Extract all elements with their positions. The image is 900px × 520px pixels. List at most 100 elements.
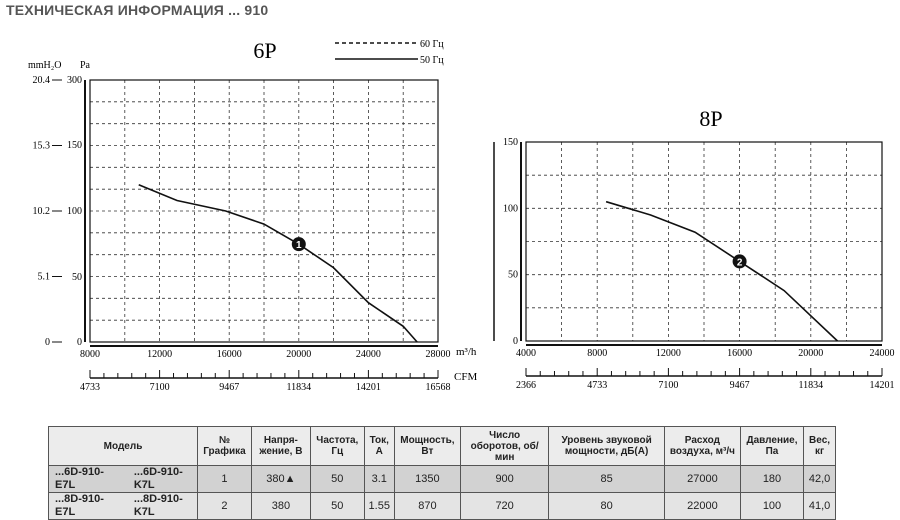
x-tick-label: 16000 — [217, 349, 242, 360]
chart-title: 6P — [253, 38, 276, 63]
y-axis-title-mmh2o: mmH₂O — [28, 60, 62, 71]
x-tick-label: 12000 — [656, 348, 681, 359]
cfm-tick-label: 11834 — [286, 382, 311, 393]
table-header-cell: Частота, Гц — [309, 426, 365, 466]
curve-marker — [732, 254, 747, 269]
x-tick-label: 20000 — [286, 349, 311, 360]
curve-marker-label: 2 — [737, 257, 743, 268]
table-cell: 50 — [309, 465, 365, 493]
table-header-cell: Давление, Па — [739, 426, 805, 466]
x-axis-title-cfm: CFM — [454, 371, 477, 383]
table-cell: 41,0 — [803, 492, 836, 520]
y-tick-label: 300 — [67, 75, 82, 86]
table-header-cell: Ток, А — [363, 426, 395, 466]
y-tick-label-mmh2o: 0 — [45, 337, 50, 348]
chart-legend: 60 Гц 50 Гц — [335, 39, 444, 66]
table-cell: 22000 — [663, 492, 741, 520]
x-tick-label: 4000 — [516, 348, 536, 359]
table-cell: 1 — [197, 465, 252, 493]
cfm-tick-label: 2366 — [516, 380, 536, 391]
x-tick-label: 8000 — [80, 349, 100, 360]
table-cell: 2 — [197, 492, 252, 520]
table-cell: 80 — [548, 492, 665, 520]
cfm-tick-label: 14201 — [356, 382, 381, 393]
chart-title: 8P — [699, 106, 722, 131]
table-cell: 3.1 — [363, 465, 395, 493]
cfm-tick-label: 16568 — [426, 382, 451, 393]
grid — [526, 142, 882, 341]
x-tick-label: 12000 — [147, 349, 172, 360]
table-header-cell: Напря-жение, В — [250, 426, 311, 466]
cfm-tick-label: 11834 — [798, 380, 823, 391]
cfm-tick-label: 9467 — [730, 380, 750, 391]
model-cell: ...6D-910-K7L — [115, 465, 198, 493]
table-body: ...6D-910-E7L ...6D-910-K7L 1 380▲ 50 3.1 1350… — [47, 465, 836, 520]
chart-6p: 8000 12000 16000 20000 24000 28000 0 50 100 150 30… — [28, 38, 477, 393]
y-tick-label: 100 — [503, 203, 518, 214]
cfm-tick-label: 7100 — [150, 382, 170, 393]
table-header-cell: Уровень звуковой мощности, дБ(А) — [548, 426, 665, 466]
page-heading: ТЕХНИЧЕСКАЯ ИНФОРМАЦИЯ ... 910 — [6, 2, 269, 18]
legend-label: 50 Гц — [420, 55, 444, 66]
series-line — [138, 184, 418, 343]
series-line — [605, 200, 839, 342]
y-tick-label: 50 — [508, 270, 518, 281]
curve-marker-label: 1 — [296, 240, 302, 251]
model-cell: ...8D-910-K7L — [115, 492, 198, 520]
x-tick-label: 8000 — [587, 348, 607, 359]
table-cell: 380▲ — [250, 465, 311, 493]
x-tick-label: 24000 — [356, 349, 381, 360]
table-header-cell: Модель — [48, 426, 198, 466]
charts-area: 8000 12000 16000 20000 24000 2800005010015030… — [28, 38, 895, 393]
table-cell: 42,0 — [803, 465, 836, 493]
y-tick-label: 50 — [72, 272, 82, 283]
table-cell: 380 — [250, 492, 311, 520]
cfm-tick-label: 7100 — [658, 380, 678, 391]
table-row: ...6D-910-E7L ...6D-910-K7L 1 380▲ 50 3.1 1350… — [47, 465, 836, 493]
model-cell: ...8D-910-E7L — [47, 492, 116, 520]
model-cell: ...6D-910-E7L — [47, 465, 116, 493]
table-row: ...8D-910-E7L ...8D-910-K7L 2 380 50 1.55 870 7… — [47, 492, 836, 520]
x-tick-label: 28000 — [426, 349, 451, 360]
table-cell: 720 — [459, 492, 550, 520]
table-cell: 900 — [459, 465, 550, 493]
table-header-cell: № Графика — [197, 426, 252, 466]
x-axis-title: m³/h — [456, 346, 477, 358]
y-axis-title-pa: Pa — [80, 60, 91, 71]
y-tick-label: 150 — [503, 137, 518, 148]
table-header-cell: Мощность, Вт — [393, 426, 461, 466]
y-tick-label-mmh2o: 5.1 — [38, 272, 51, 283]
legend-label: 60 Гц — [420, 39, 444, 50]
cfm-tick-label: 14201 — [870, 380, 895, 391]
y-tick-label: 0 — [513, 336, 518, 347]
table-header-cell: Вес, кг — [803, 426, 836, 466]
y-tick-label: 0 — [77, 337, 82, 348]
plot-frame — [89, 79, 439, 343]
table-cell: 180 — [739, 465, 805, 493]
spec-table: Модель № Графика Напря-жение, В Частота, Гц… — [47, 426, 836, 520]
table-cell: 85 — [548, 465, 665, 493]
chart-8p: 4000 8000 12000 16000 20000 24000 0 50 100 150 236… — [493, 106, 895, 391]
table-cell: 100 — [739, 492, 805, 520]
cfm-tick-label: 4733 — [587, 380, 607, 391]
table-header-row: Модель № Графика Напря-жение, В Частота, Гц… — [48, 426, 836, 466]
table-header-cell: Число оборотов, об/мин — [459, 426, 550, 466]
table-cell: 870 — [393, 492, 461, 520]
cfm-tick-label: 4733 — [80, 382, 100, 393]
table-cell: 50 — [309, 492, 365, 520]
plot-frame — [525, 141, 883, 342]
table-cell: 1.55 — [363, 492, 395, 520]
y-tick-label: 100 — [67, 206, 82, 217]
x-tick-label: 24000 — [870, 348, 895, 359]
y-tick-label-mmh2o: 20.4 — [33, 75, 51, 86]
cfm-tick-label: 9467 — [219, 382, 239, 393]
x-tick-label: 16000 — [727, 348, 752, 359]
x-tick-label: 20000 — [798, 348, 823, 359]
table-header-cell: Расход воздуха, м³/ч — [663, 426, 741, 466]
y-tick-label: 150 — [67, 140, 82, 151]
y-tick-label-mmh2o: 10.2 — [33, 206, 51, 217]
table-cell: 1350 — [393, 465, 461, 493]
y-tick-label-mmh2o: 15.3 — [33, 141, 51, 152]
table-cell: 27000 — [663, 465, 741, 493]
grid — [90, 80, 438, 342]
